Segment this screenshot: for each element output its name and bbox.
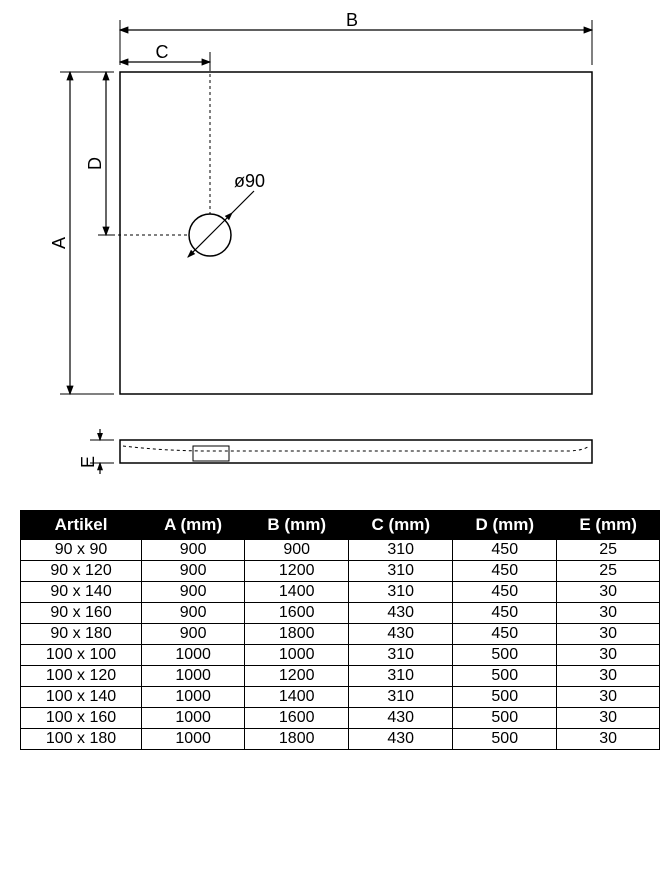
table-cell: 30	[557, 729, 660, 750]
table-cell: 1600	[245, 603, 349, 624]
col-header: A (mm)	[142, 511, 245, 540]
table-cell: 450	[453, 561, 557, 582]
table-body: 90 x 909009003104502590 x 12090012003104…	[21, 540, 660, 750]
table-row: 100 x 1401000140031050030	[21, 687, 660, 708]
table-row: 100 x 1801000180043050030	[21, 729, 660, 750]
table-cell: 310	[349, 561, 453, 582]
table-cell: 90 x 120	[21, 561, 142, 582]
table-cell: 30	[557, 624, 660, 645]
dim-c-label: C	[156, 42, 169, 62]
drain-diameter-label: ø90	[234, 171, 265, 191]
col-header: Artikel	[21, 511, 142, 540]
technical-drawing: ø90 B C A D E	[10, 10, 650, 480]
table-cell: 1000	[142, 708, 245, 729]
table-cell: 25	[557, 540, 660, 561]
table-row: 100 x 1601000160043050030	[21, 708, 660, 729]
table-cell: 1600	[245, 708, 349, 729]
tray-top-view	[120, 72, 592, 394]
table-cell: 1000	[142, 729, 245, 750]
table-cell: 100 x 160	[21, 708, 142, 729]
table-row: 90 x 120900120031045025	[21, 561, 660, 582]
table-row: 100 x 1201000120031050030	[21, 666, 660, 687]
dim-a-label: A	[49, 237, 69, 249]
table-cell: 900	[142, 624, 245, 645]
table-cell: 30	[557, 582, 660, 603]
table-cell: 90 x 140	[21, 582, 142, 603]
table-cell: 30	[557, 666, 660, 687]
table-cell: 450	[453, 582, 557, 603]
table-cell: 1000	[142, 645, 245, 666]
table-cell: 500	[453, 687, 557, 708]
table-cell: 310	[349, 666, 453, 687]
table-cell: 1000	[142, 687, 245, 708]
col-header: E (mm)	[557, 511, 660, 540]
table-cell: 30	[557, 687, 660, 708]
table-cell: 100 x 120	[21, 666, 142, 687]
table-cell: 430	[349, 729, 453, 750]
table-cell: 500	[453, 645, 557, 666]
table-cell: 30	[557, 603, 660, 624]
table-cell: 100 x 100	[21, 645, 142, 666]
table-cell: 100 x 180	[21, 729, 142, 750]
table-cell: 500	[453, 708, 557, 729]
table-cell: 450	[453, 624, 557, 645]
dim-b-label: B	[346, 10, 358, 30]
table-cell: 900	[142, 561, 245, 582]
table-cell: 310	[349, 687, 453, 708]
table-header-row: ArtikelA (mm)B (mm)C (mm)D (mm)E (mm)	[21, 511, 660, 540]
table-cell: 450	[453, 540, 557, 561]
table-cell: 430	[349, 603, 453, 624]
table-cell: 310	[349, 645, 453, 666]
dimensions-table: ArtikelA (mm)B (mm)C (mm)D (mm)E (mm) 90…	[20, 510, 660, 750]
table-cell: 90 x 90	[21, 540, 142, 561]
dim-d-label: D	[85, 157, 105, 170]
table-row: 100 x 1001000100031050030	[21, 645, 660, 666]
table-cell: 450	[453, 603, 557, 624]
table-cell: 500	[453, 729, 557, 750]
table-cell: 900	[142, 582, 245, 603]
col-header: D (mm)	[453, 511, 557, 540]
table-cell: 900	[245, 540, 349, 561]
table-cell: 25	[557, 561, 660, 582]
col-header: B (mm)	[245, 511, 349, 540]
table-row: 90 x 160900160043045030	[21, 603, 660, 624]
table-cell: 310	[349, 582, 453, 603]
table-cell: 900	[142, 540, 245, 561]
table-cell: 1000	[142, 666, 245, 687]
table-cell: 900	[142, 603, 245, 624]
table-cell: 1800	[245, 729, 349, 750]
table-cell: 90 x 160	[21, 603, 142, 624]
col-header: C (mm)	[349, 511, 453, 540]
dim-e-label: E	[78, 456, 98, 468]
table-cell: 100 x 140	[21, 687, 142, 708]
table-cell: 30	[557, 708, 660, 729]
table-cell: 1000	[245, 645, 349, 666]
table-cell: 1400	[245, 582, 349, 603]
table-row: 90 x 140900140031045030	[21, 582, 660, 603]
table-cell: 1400	[245, 687, 349, 708]
table-row: 90 x 180900180043045030	[21, 624, 660, 645]
table-cell: 430	[349, 624, 453, 645]
table-cell: 500	[453, 666, 557, 687]
table-cell: 90 x 180	[21, 624, 142, 645]
table-cell: 1200	[245, 561, 349, 582]
table-cell: 1800	[245, 624, 349, 645]
table-cell: 430	[349, 708, 453, 729]
table-cell: 1200	[245, 666, 349, 687]
table-cell: 310	[349, 540, 453, 561]
table-cell: 30	[557, 645, 660, 666]
table-row: 90 x 9090090031045025	[21, 540, 660, 561]
